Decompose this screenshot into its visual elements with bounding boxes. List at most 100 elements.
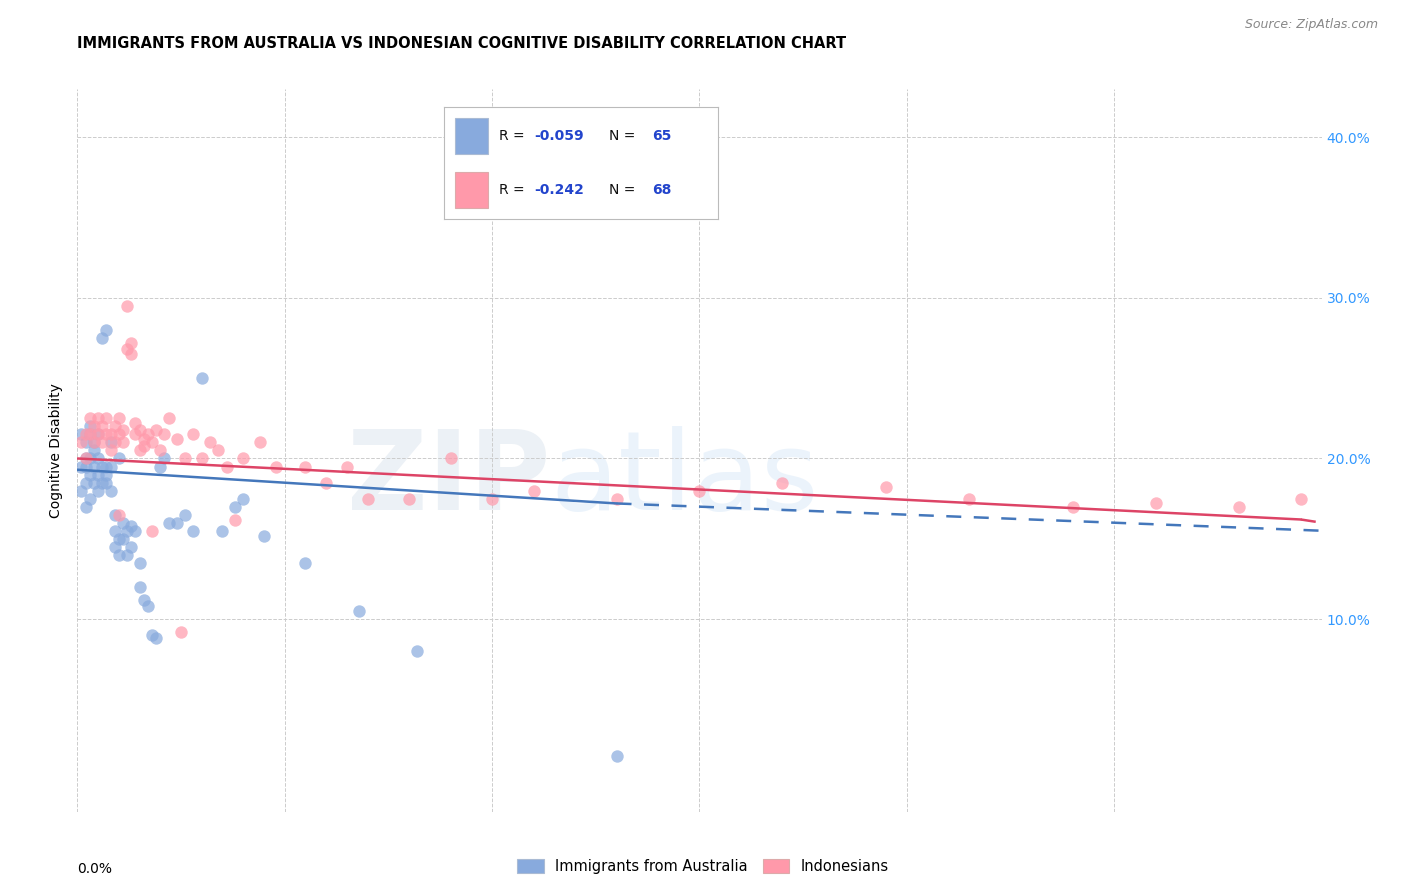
Point — [183, 427, 205, 442]
Point — [100, 459, 122, 474]
Point — [107, 411, 129, 425]
Point — [266, 459, 288, 474]
Point — [136, 599, 159, 614]
Point — [75, 451, 97, 466]
Point — [104, 508, 127, 522]
Point — [224, 512, 246, 526]
Point — [83, 459, 105, 474]
Point — [100, 443, 122, 458]
Point — [100, 427, 122, 442]
Point — [96, 323, 118, 337]
Point — [215, 459, 238, 474]
Point — [75, 459, 97, 474]
Point — [87, 483, 110, 498]
Point — [190, 371, 214, 385]
Point — [91, 435, 114, 450]
Point — [606, 748, 628, 763]
Point — [70, 483, 93, 498]
Point — [87, 411, 110, 425]
Point — [79, 427, 101, 442]
Point — [1144, 496, 1167, 510]
Point — [87, 467, 110, 482]
Point — [166, 516, 188, 530]
Point — [75, 500, 97, 514]
Text: IMMIGRANTS FROM AUSTRALIA VS INDONESIAN COGNITIVE DISABILITY CORRELATION CHART: IMMIGRANTS FROM AUSTRALIA VS INDONESIAN … — [77, 36, 846, 51]
Point — [75, 427, 97, 442]
Point — [174, 508, 197, 522]
Point — [96, 459, 118, 474]
Point — [249, 435, 271, 450]
Point — [87, 451, 110, 466]
Point — [957, 491, 980, 506]
Point — [128, 443, 150, 458]
Text: ZIP: ZIP — [347, 425, 550, 533]
Point — [75, 435, 97, 450]
Text: Source: ZipAtlas.com: Source: ZipAtlas.com — [1244, 18, 1378, 31]
Point — [132, 439, 155, 453]
Point — [83, 443, 105, 458]
Point — [357, 491, 380, 506]
Point — [183, 524, 205, 538]
Point — [111, 532, 134, 546]
Point — [91, 419, 114, 434]
Point — [79, 491, 101, 506]
Point — [128, 423, 150, 437]
Point — [294, 459, 316, 474]
Text: 0.0%: 0.0% — [77, 863, 112, 876]
Point — [120, 519, 142, 533]
Point — [100, 435, 122, 450]
Point — [190, 451, 214, 466]
Point — [104, 524, 127, 538]
Point — [124, 427, 146, 442]
Point — [91, 331, 114, 345]
Point — [145, 632, 167, 646]
Point — [406, 644, 429, 658]
Point — [100, 483, 122, 498]
Point — [224, 500, 246, 514]
Point — [398, 491, 420, 506]
Point — [120, 540, 142, 554]
Legend: Immigrants from Australia, Indonesians: Immigrants from Australia, Indonesians — [512, 854, 894, 880]
Point — [157, 516, 180, 530]
Point — [211, 524, 233, 538]
Point — [232, 491, 254, 506]
Point — [107, 451, 129, 466]
Point — [70, 459, 93, 474]
Point — [141, 628, 163, 642]
Point — [481, 491, 503, 506]
Point — [79, 467, 101, 482]
Point — [136, 427, 159, 442]
Point — [1062, 500, 1084, 514]
Point — [132, 432, 155, 446]
Point — [232, 451, 254, 466]
Point — [294, 556, 316, 570]
Point — [120, 335, 142, 350]
Point — [115, 299, 138, 313]
Point — [145, 423, 167, 437]
Point — [79, 427, 101, 442]
Point — [606, 491, 628, 506]
Point — [115, 343, 138, 357]
Point — [107, 427, 129, 442]
Point — [111, 435, 134, 450]
Point — [153, 451, 176, 466]
Point — [107, 548, 129, 562]
Point — [128, 556, 150, 570]
Point — [157, 411, 180, 425]
Point — [149, 459, 172, 474]
Point — [523, 483, 546, 498]
Point — [91, 475, 114, 490]
Point — [253, 528, 276, 542]
Point — [104, 540, 127, 554]
Point — [96, 475, 118, 490]
Point — [207, 443, 229, 458]
Point — [124, 416, 146, 430]
Point — [875, 480, 897, 494]
Point — [315, 475, 337, 490]
Point — [349, 604, 371, 618]
Point — [141, 524, 163, 538]
Point — [1227, 500, 1250, 514]
Point — [75, 451, 97, 466]
Point — [70, 427, 93, 442]
Point — [1289, 491, 1312, 506]
